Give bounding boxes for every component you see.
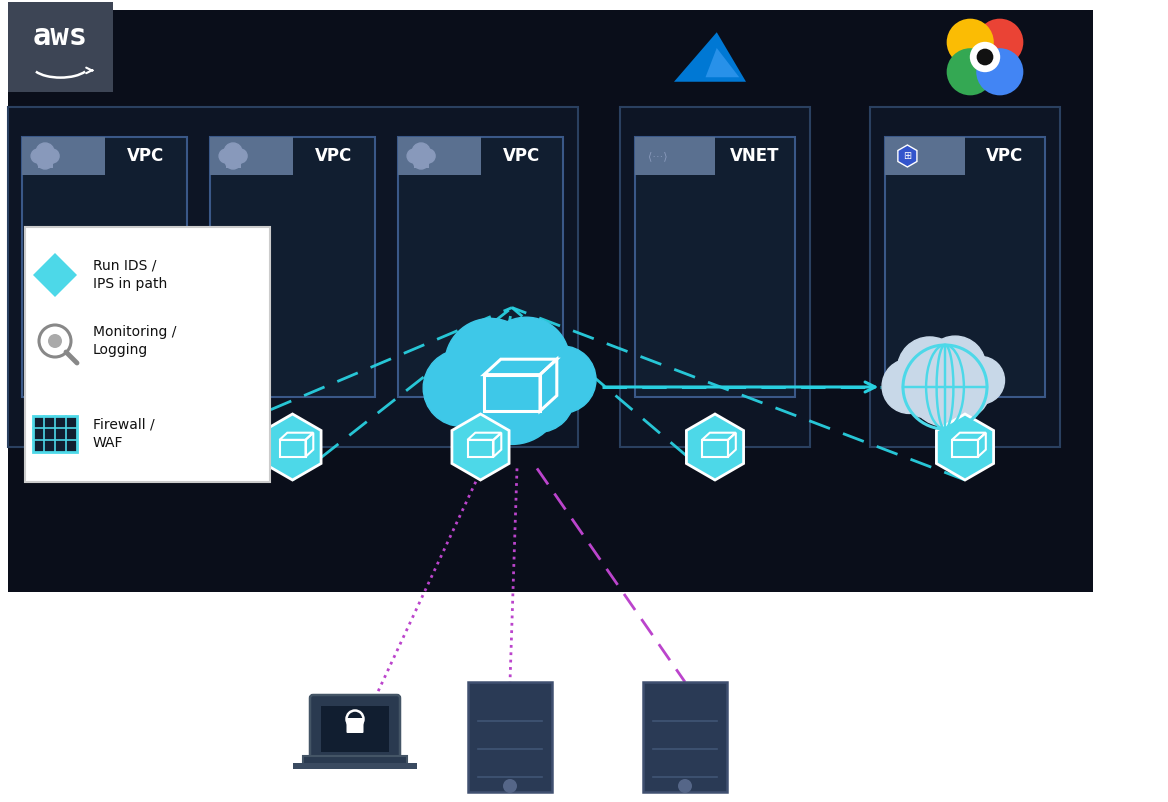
Text: VPC: VPC xyxy=(315,147,353,165)
Polygon shape xyxy=(33,253,77,297)
Circle shape xyxy=(422,149,436,163)
FancyBboxPatch shape xyxy=(468,682,552,792)
FancyBboxPatch shape xyxy=(8,107,578,447)
FancyBboxPatch shape xyxy=(620,107,809,447)
Text: Run IDS /
IPS in path: Run IDS / IPS in path xyxy=(93,259,167,291)
Text: aws: aws xyxy=(33,22,88,51)
Circle shape xyxy=(910,354,981,426)
FancyBboxPatch shape xyxy=(22,137,104,175)
FancyBboxPatch shape xyxy=(310,695,399,763)
FancyBboxPatch shape xyxy=(293,763,417,769)
FancyBboxPatch shape xyxy=(413,156,429,168)
FancyBboxPatch shape xyxy=(321,706,389,752)
Circle shape xyxy=(946,48,994,95)
Circle shape xyxy=(925,336,986,397)
Text: VNET: VNET xyxy=(730,147,780,165)
Circle shape xyxy=(938,367,989,418)
Polygon shape xyxy=(898,145,917,167)
Circle shape xyxy=(957,357,1004,404)
Circle shape xyxy=(445,318,536,410)
Polygon shape xyxy=(687,414,744,480)
Circle shape xyxy=(450,360,522,432)
Circle shape xyxy=(224,143,242,161)
Polygon shape xyxy=(264,414,321,480)
FancyBboxPatch shape xyxy=(885,137,1045,397)
Text: VPC: VPC xyxy=(127,147,165,165)
Circle shape xyxy=(220,149,234,163)
FancyBboxPatch shape xyxy=(25,227,270,482)
FancyBboxPatch shape xyxy=(8,2,113,92)
Circle shape xyxy=(976,49,993,65)
Circle shape xyxy=(529,346,596,413)
Circle shape xyxy=(976,48,1023,95)
Text: VPC: VPC xyxy=(986,147,1023,165)
Circle shape xyxy=(677,779,691,793)
Circle shape xyxy=(976,18,1023,66)
FancyBboxPatch shape xyxy=(644,682,726,792)
FancyBboxPatch shape xyxy=(303,756,406,766)
FancyBboxPatch shape xyxy=(37,156,53,168)
Circle shape xyxy=(901,367,952,418)
FancyBboxPatch shape xyxy=(210,137,292,175)
FancyBboxPatch shape xyxy=(398,137,480,175)
Circle shape xyxy=(225,153,241,169)
FancyBboxPatch shape xyxy=(225,156,241,168)
Circle shape xyxy=(234,149,248,163)
Polygon shape xyxy=(76,414,133,480)
Circle shape xyxy=(48,334,62,348)
Circle shape xyxy=(36,143,54,161)
Circle shape xyxy=(423,350,500,427)
Circle shape xyxy=(502,360,575,432)
FancyBboxPatch shape xyxy=(347,718,363,733)
Polygon shape xyxy=(674,32,746,82)
FancyBboxPatch shape xyxy=(8,10,1093,592)
FancyBboxPatch shape xyxy=(870,107,1061,447)
Circle shape xyxy=(946,18,994,66)
Circle shape xyxy=(46,149,60,163)
FancyBboxPatch shape xyxy=(33,416,77,452)
Text: Firewall /
WAF: Firewall / WAF xyxy=(93,418,154,450)
FancyBboxPatch shape xyxy=(885,137,965,175)
Polygon shape xyxy=(452,414,509,480)
Text: Monitoring /
Logging: Monitoring / Logging xyxy=(93,325,176,357)
Polygon shape xyxy=(937,414,994,480)
Circle shape xyxy=(408,149,422,163)
Polygon shape xyxy=(705,48,739,77)
Text: ⊞: ⊞ xyxy=(903,151,911,161)
Text: VPC: VPC xyxy=(503,147,541,165)
Circle shape xyxy=(882,359,937,414)
Circle shape xyxy=(461,343,563,444)
Circle shape xyxy=(412,143,430,161)
Circle shape xyxy=(37,153,53,169)
Circle shape xyxy=(969,42,1000,72)
FancyBboxPatch shape xyxy=(398,137,563,397)
Circle shape xyxy=(32,149,46,163)
Circle shape xyxy=(413,153,429,169)
Text: ⟨···⟩: ⟨···⟩ xyxy=(647,151,667,161)
FancyBboxPatch shape xyxy=(635,137,715,175)
FancyBboxPatch shape xyxy=(22,137,187,397)
Circle shape xyxy=(503,779,517,793)
Circle shape xyxy=(39,325,71,357)
FancyBboxPatch shape xyxy=(635,137,795,397)
FancyBboxPatch shape xyxy=(210,137,375,397)
Circle shape xyxy=(484,318,570,403)
Circle shape xyxy=(897,337,962,402)
